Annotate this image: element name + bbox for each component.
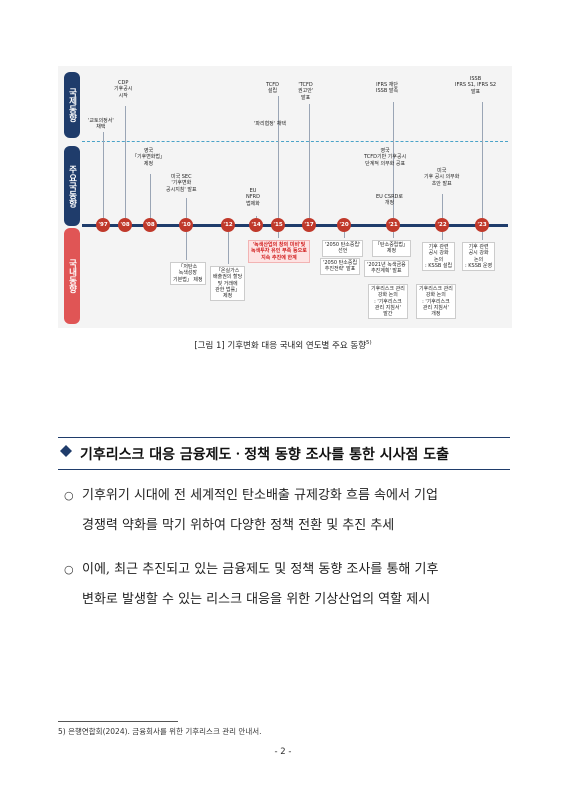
event-kyoto: '교토의정서' 채택 (88, 118, 114, 131)
event-climate-risk-guide: 기후리스크 관리 강화 논의 : '기후리스크 관리 지침서' 발간 (368, 284, 408, 320)
event-climate-risk-guide-revised: 기후리스크 관리 강화 논의 : '기후리스크 관리 지침서' 개정 (416, 284, 456, 320)
footnote-rule (58, 721, 178, 722)
band-domestic: 국내동향 (64, 228, 80, 324)
band-international-label: 국제동향 (67, 88, 77, 122)
section-rule-bottom (58, 469, 510, 470)
connector-line (228, 232, 229, 264)
year-marker: '10 (179, 218, 193, 232)
connector-line (186, 198, 187, 218)
year-marker: '22 (435, 218, 449, 232)
event-kssb-operation: 기후 관련 공시 강화 논의 : KSSB 운영 (462, 242, 496, 272)
year-marker: '14 (249, 218, 263, 232)
connector-line (150, 174, 151, 218)
connector-line (256, 216, 257, 218)
event-us-sec-guidance: 미국 SEC '기후변화 공시지침' 발표 (166, 174, 197, 193)
bullet-icon: ○ (64, 489, 74, 502)
paragraph-1-line-2: 경쟁력 약화를 막기 위하여 다양한 정책 전환 및 추진 추세 (82, 518, 395, 533)
event-issb-launch: IFRS 재단 ISSB 발족 (376, 82, 399, 95)
band-international: 국제동향 (64, 72, 80, 138)
band-major: 주요국동향 (64, 146, 80, 226)
paragraph-2: 이에, 최근 추진되고 있는 금융제도 및 정책 동향 조사를 통해 기후 변화… (82, 555, 512, 615)
connector-line (309, 104, 310, 218)
event-tcfd-founded: TCFD 설립 (266, 82, 279, 95)
diamond-icon (60, 445, 72, 457)
event-carbon-neutral-act: 「탄소중립법」 제정 (372, 240, 412, 257)
event-cdp: CDP 기후공시 시작 (114, 80, 133, 99)
connector-line (393, 232, 394, 238)
event-paris: '파리협정' 채택 (254, 121, 286, 127)
connector-line (278, 232, 279, 238)
event-issb-standards: ISSB IFRS S1, IFRS S2 발표 (455, 76, 497, 95)
figure-caption-text: [그림 1] 기후변화 대응 국내외 연도별 주요 동향 (194, 341, 367, 351)
bullet-icon: ○ (64, 563, 74, 576)
event-green-growth-act: 「저탄소 녹색성장 기본법」 제정 (170, 262, 206, 285)
connector-line (442, 232, 443, 240)
event-eu-csrd: EU CSRD로 개정 (376, 194, 403, 207)
year-marker: '08 (118, 218, 132, 232)
year-marker: '15 (271, 218, 285, 232)
year-marker: '08 (143, 218, 157, 232)
band-major-label: 주요국동향 (67, 164, 77, 208)
page-number: - 2 - (274, 747, 292, 757)
footnote-ref: 5) (366, 340, 372, 347)
event-uk-tcfd: 영국 TCFD기반 기후공시 단계적 의무화 공표 (364, 148, 407, 167)
connector-line (125, 106, 126, 218)
band-domestic-label: 국내동향 (67, 259, 77, 293)
event-eu-nfrd: EU NFRD 법제화 (246, 188, 260, 207)
timeline-axis (82, 224, 508, 227)
connector-line (103, 132, 104, 218)
event-green-finance-plan: '2021년 녹색금융 추진계획' 발표 (364, 260, 409, 277)
event-tcfd-recommend: 'TCFD 권고안' 발표 (298, 82, 314, 101)
connector-line (186, 232, 187, 260)
paragraph-1-line-1: 기후위기 시대에 전 세계적인 탄소배출 규제강화 흐름 속에서 기업 (82, 488, 438, 503)
connector-line (393, 102, 394, 218)
connector-line (442, 194, 443, 218)
connector-line (278, 96, 279, 218)
event-green-limit: '녹색산업의 창의 미비'및 녹색투자 유인 부족 등으로 지속 추진에 한계 (248, 240, 310, 263)
event-us-disclosure-draft: 미국 기후 공시 의무화 초안 발표 (424, 168, 460, 187)
event-emission-act: 「온실가스 배출권의 할당 및 거래에 관한 법률」 제정 (210, 266, 246, 302)
year-marker: '97 (96, 218, 110, 232)
year-marker: '17 (302, 218, 316, 232)
paragraph-2-line-1: 이에, 최근 추진되고 있는 금융제도 및 정책 동향 조사를 통해 기후 (82, 562, 439, 577)
connector-line (482, 102, 483, 218)
event-uk-climate-act: 영국 「기후변화법」 제정 (132, 148, 166, 167)
event-kssb-established: 기후 관련 공시 강화 논의 : KSSB 설립 (422, 242, 456, 272)
figure-caption: [그림 1] 기후변화 대응 국내외 연도별 주요 동향5) (0, 339, 566, 351)
connector-line (482, 232, 483, 240)
year-marker: '12 (221, 218, 235, 232)
connector-line (344, 232, 345, 238)
event-carbon-neutral-strategy: '2050 탄소중립 추진전략' 발표 (320, 258, 361, 275)
paragraph-1: 기후위기 시대에 전 세계적인 탄소배출 규제강화 흐름 속에서 기업 경쟁력 … (82, 481, 512, 541)
year-marker: '20 (337, 218, 351, 232)
year-marker: '23 (475, 218, 489, 232)
event-carbon-neutral-declare: '2050 탄소중립' 선언 (322, 240, 364, 257)
paragraph-2-line-2: 변화로 발생할 수 있는 리스크 대응을 위한 기상산업의 역할 제시 (82, 592, 431, 607)
band-divider (82, 141, 508, 142)
section-rule-top (58, 437, 510, 438)
section-title: 기후리스크 대응 금융제도ㆍ정책 동향 조사를 통한 시사점 도출 (80, 447, 449, 463)
timeline-figure: 국제동향 주요국동향 국내동향 '97 '08 '08 '10 '12 '14 … (58, 66, 512, 328)
year-marker: '21 (386, 218, 400, 232)
footnote: 5) 은행연합회(2024). 금융회사를 위한 기후리스크 관리 안내서. (58, 727, 262, 736)
